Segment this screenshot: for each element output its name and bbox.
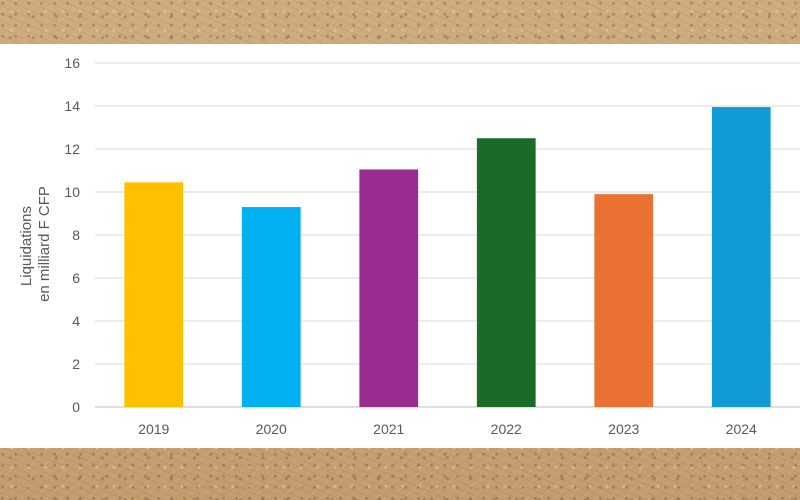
x-tick-label: 2021 — [373, 421, 404, 437]
y-tick-label: 10 — [64, 184, 80, 200]
bar-2022 — [476, 138, 536, 407]
y-tick-label: 2 — [72, 356, 80, 372]
bar-2021 — [359, 169, 419, 407]
x-tick-label: 2024 — [726, 421, 757, 437]
chart-panel: 2019 2020 2021 2022 2023 2024 0 2 4 6 8 10 12 14 16 L… — [0, 44, 800, 448]
bar-2019 — [124, 182, 184, 407]
x-tick-label: 2020 — [256, 421, 287, 437]
y-axis-label-line-2: en milliard F CFP — [36, 186, 53, 302]
bars — [124, 107, 771, 407]
y-tick-label: 4 — [72, 313, 80, 329]
y-axis-ticks: 0 2 4 6 8 10 12 14 16 — [64, 55, 80, 415]
bar-chart: 2019 2020 2021 2022 2023 2024 0 2 4 6 8 10 12 14 16 L… — [18, 55, 800, 437]
x-tick-label: 2022 — [491, 421, 522, 437]
y-tick-label: 0 — [72, 399, 80, 415]
x-tick-label: 2023 — [608, 421, 639, 437]
y-tick-label: 16 — [64, 55, 80, 71]
x-tick-label: 2019 — [138, 421, 169, 437]
y-tick-label: 14 — [64, 98, 80, 114]
x-axis-ticks: 2019 2020 2021 2022 2023 2024 — [138, 421, 757, 437]
y-tick-label: 6 — [72, 270, 80, 286]
y-tick-label: 12 — [64, 141, 80, 157]
y-tick-label: 8 — [72, 227, 80, 243]
bar-2023 — [594, 194, 654, 407]
y-axis-label: Liquidations en milliard F CFP — [18, 186, 53, 302]
gridlines — [95, 62, 800, 408]
bar-2024 — [711, 107, 771, 407]
y-axis-label-line-1: Liquidations — [18, 206, 35, 286]
bar-2020 — [241, 207, 301, 407]
